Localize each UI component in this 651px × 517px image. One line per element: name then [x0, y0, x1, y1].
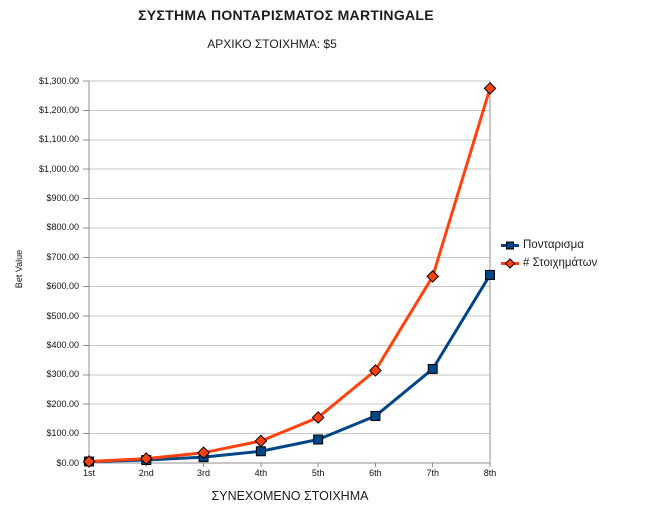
legend-square-marker-icon: [501, 240, 519, 251]
x-tick-label: 2nd: [138, 468, 154, 478]
chart-subtitle: ΑΡΧΙΚΟ ΣΤΟΙΧΗΜΑ: $5: [207, 37, 337, 51]
y-tick-label: $1,100.00: [38, 134, 79, 145]
legend-item-pontarisma: Πονταρισμα: [501, 236, 597, 254]
y-tick-label: $1,200.00: [38, 104, 79, 115]
x-tick-label: 7th: [426, 468, 439, 478]
y-tick-label: $300.00: [46, 369, 79, 380]
legend: Πονταρισμα # Στοιχημάτων: [501, 236, 597, 272]
y-tick-label: $800.00: [46, 222, 79, 233]
x-tick-label: 6th: [369, 468, 382, 478]
x-tick-label: 8th: [483, 468, 497, 478]
y-tick-label: $700.00: [46, 251, 79, 262]
x-tick-label: 1st: [82, 468, 96, 478]
y-tick-label: $0.00: [56, 457, 79, 468]
y-tick-label: $400.00: [46, 339, 79, 350]
y-tick-label: $1,000.00: [38, 163, 79, 174]
y-axis-tick-labels: $0.00 $100.00 $200.00 $300.00 $400.00 $500.00…: [0, 0, 79, 517]
y-tick-label: $500.00: [46, 310, 79, 321]
y-tick-label: $1,300.00: [38, 75, 79, 86]
y-tick-label: $600.00: [46, 281, 79, 292]
y-tick-label: $200.00: [46, 398, 79, 409]
x-tick-label: 5th: [311, 468, 325, 478]
y-axis-title: Bet Value: [14, 249, 24, 289]
y-tick-label: $900.00: [46, 193, 79, 204]
x-tick-label: 4th: [254, 468, 268, 478]
x-tick-label: 3rd: [197, 468, 211, 478]
chart-title: ΣΥΣΤΗΜΑ ΠΟΝΤΑΡΙΣΜΑΤΟΣ MARTINGALE: [138, 7, 434, 23]
legend-label: Πονταρισμα: [523, 239, 584, 251]
legend-diamond-marker-icon: [501, 257, 519, 269]
x-axis-title: ΣΥΝΕΧΟΜΕΝΟ ΣΤΟΙΧΗΜΑ: [211, 489, 369, 503]
legend-label: # Στοιχημάτων: [523, 257, 598, 269]
legend-item-stoiximaton: # Στοιχημάτων: [501, 254, 597, 272]
y-tick-label: $100.00: [46, 428, 79, 439]
